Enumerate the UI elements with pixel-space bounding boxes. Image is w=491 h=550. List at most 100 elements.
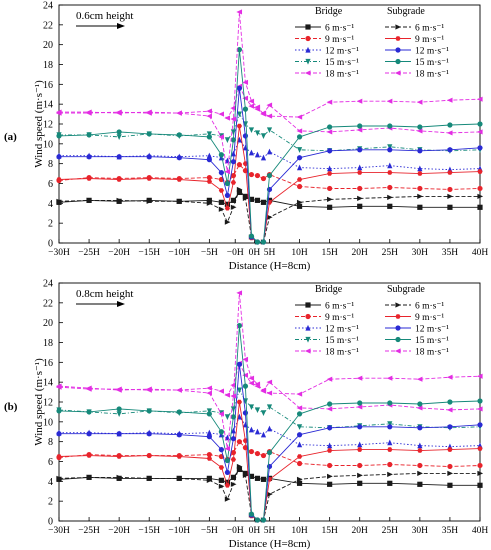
x-tick-label: 30H xyxy=(412,526,429,536)
x-tick-label: 40H xyxy=(472,526,489,536)
data-point xyxy=(296,391,303,397)
data-point xyxy=(236,387,243,394)
data-point xyxy=(146,198,153,204)
data-point xyxy=(386,375,393,381)
data-point xyxy=(230,414,237,420)
data-point xyxy=(206,411,212,417)
legend-label: 15 m·s⁻¹ xyxy=(325,58,359,68)
data-point xyxy=(242,356,249,362)
data-point xyxy=(206,152,212,159)
data-point xyxy=(387,447,393,452)
legend-marker xyxy=(395,302,402,308)
data-point xyxy=(266,491,273,497)
data-point xyxy=(476,96,483,102)
data-point xyxy=(248,404,255,411)
data-point xyxy=(206,113,212,119)
legend-label: 6 m·s⁻¹ xyxy=(415,302,444,312)
height-annotation: 0.8cm height xyxy=(76,288,133,300)
y-tick-label: 0 xyxy=(48,239,53,250)
data-point xyxy=(236,9,243,15)
data-point xyxy=(236,189,243,196)
data-point xyxy=(296,405,303,411)
legend-label: 12 m·s⁻¹ xyxy=(415,325,449,335)
data-point xyxy=(254,172,261,179)
data-point xyxy=(326,376,333,382)
data-point xyxy=(254,197,261,203)
data-point xyxy=(387,203,393,209)
data-point xyxy=(116,411,122,417)
data-point xyxy=(224,219,231,225)
x-tick-label: 5H xyxy=(264,248,276,258)
data-point xyxy=(260,410,267,417)
series-line xyxy=(58,325,481,521)
data-point xyxy=(242,383,249,389)
y-tick-label: 8 xyxy=(48,437,53,448)
data-point xyxy=(266,425,273,432)
legend-label: 12 m·s⁻¹ xyxy=(415,47,449,57)
y-tick-label: 10 xyxy=(43,139,53,150)
data-point xyxy=(387,144,393,150)
data-point xyxy=(477,193,484,199)
x-tick-label: −25H xyxy=(78,526,100,536)
data-point xyxy=(85,110,92,116)
data-point xyxy=(260,476,267,482)
data-point xyxy=(296,411,303,417)
data-point xyxy=(116,406,122,412)
data-point xyxy=(206,385,212,391)
data-point xyxy=(146,408,152,414)
data-point xyxy=(266,148,273,155)
data-point xyxy=(86,453,92,458)
y-tick-label: 8 xyxy=(48,159,53,170)
data-point xyxy=(248,103,255,109)
data-point xyxy=(206,451,212,458)
data-point xyxy=(206,434,212,440)
x-tick-label: 25H xyxy=(382,526,399,536)
data-point xyxy=(230,150,237,157)
legend-label: 6 m·s⁻¹ xyxy=(325,302,354,312)
data-point xyxy=(446,374,453,380)
data-point xyxy=(230,449,237,456)
x-tick-label: −25H xyxy=(78,248,100,258)
data-point xyxy=(236,85,243,91)
data-point xyxy=(266,127,273,134)
data-point xyxy=(417,401,423,407)
data-point xyxy=(230,105,237,111)
data-point xyxy=(266,102,273,108)
data-point xyxy=(224,446,230,452)
data-point xyxy=(417,462,423,469)
x-tick-label: 5H xyxy=(264,526,276,536)
data-point xyxy=(357,147,363,153)
series-line xyxy=(58,188,480,243)
x-tick-label: 15H xyxy=(321,526,338,536)
data-point xyxy=(477,121,483,127)
data-point xyxy=(327,425,333,431)
y-tick-label: 18 xyxy=(43,338,53,349)
x-tick-label: 10H xyxy=(291,526,308,536)
arrow-head-icon xyxy=(117,23,125,29)
data-point xyxy=(387,421,393,427)
legend-label: 18 m·s⁻¹ xyxy=(415,348,449,358)
data-point xyxy=(242,445,249,451)
data-point xyxy=(417,481,423,487)
data-point xyxy=(236,47,243,53)
series-line xyxy=(58,292,481,449)
data-point xyxy=(254,381,261,387)
data-point xyxy=(356,98,363,104)
data-point xyxy=(176,454,182,459)
data-point xyxy=(116,177,122,182)
data-point xyxy=(326,406,333,412)
data-point xyxy=(357,441,363,448)
legend-marker xyxy=(305,58,311,65)
data-point xyxy=(230,204,237,210)
y-tick-label: 10 xyxy=(43,417,53,428)
series-subgrade-8 xyxy=(56,323,483,523)
legend-marker xyxy=(305,313,311,320)
legend-marker xyxy=(395,36,401,41)
x-tick-label: −30H xyxy=(48,248,70,258)
legend-marker xyxy=(395,58,401,65)
data-point xyxy=(236,290,243,296)
x-tick-label: −10H xyxy=(168,526,190,536)
data-point xyxy=(56,198,63,204)
data-point xyxy=(230,481,237,487)
